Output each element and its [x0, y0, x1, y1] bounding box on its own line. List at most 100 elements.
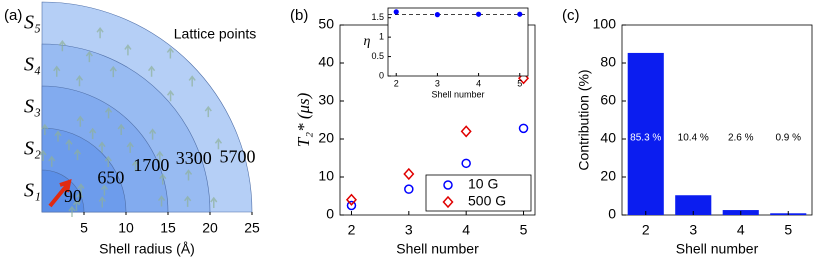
x-tick-label: 20 — [202, 220, 218, 236]
value-label: 85.3 % — [630, 133, 661, 144]
y-tick-label: 40 — [600, 130, 616, 146]
lattice-arrow — [75, 75, 84, 87]
shell-label: S₂ — [24, 138, 41, 160]
lattice-arrow — [96, 26, 104, 39]
x-tick-label: 15 — [160, 220, 176, 236]
shell-label: S₃ — [24, 96, 41, 118]
panel-label: (c) — [562, 7, 580, 24]
bar — [627, 52, 664, 216]
x-tick-label: 3 — [405, 222, 413, 238]
lattice-arrow — [72, 199, 81, 211]
lattice-arrow — [98, 141, 106, 153]
lattice-arrow — [39, 149, 47, 162]
inset-point — [393, 9, 399, 15]
inset-y-axis-label: η — [364, 34, 371, 49]
inset-y-tick-label: 0 — [379, 70, 384, 80]
inset-x-axis-label: Shell number — [431, 89, 484, 99]
lattice-arrow — [184, 195, 192, 207]
point — [403, 167, 415, 181]
lattice-arrow — [159, 173, 167, 185]
lattice-arrow — [126, 141, 134, 153]
inset-x-tick-label: 4 — [476, 78, 481, 88]
shell-label: S₁ — [24, 180, 41, 202]
legend-box — [425, 174, 532, 212]
lattice-arrow — [104, 107, 113, 119]
y-tick-label: 30 — [318, 92, 334, 108]
y-tick-label: 0 — [326, 206, 334, 222]
shell-label: S₄ — [24, 54, 41, 76]
inset-y-tick-label: 1.5 — [371, 12, 384, 22]
x-tick-label: 4 — [462, 222, 470, 238]
inset-x-tick-label: 5 — [517, 78, 522, 88]
lattice-count: 3300 — [176, 148, 212, 168]
point — [518, 72, 530, 85]
lattice-arrow — [65, 138, 73, 151]
y-tick-label: 20 — [600, 168, 616, 184]
legend-marker — [443, 180, 453, 190]
lattice-arrow — [166, 89, 175, 102]
lattice-arrow — [41, 123, 49, 136]
x-axis-label: Shell number — [676, 241, 759, 257]
lattice-arrow — [68, 205, 76, 217]
panel-label: (b) — [290, 7, 308, 24]
y-tick-label: 80 — [600, 54, 616, 70]
inset-y-tick-label: 1 — [379, 32, 384, 42]
lattice-count: 650 — [97, 168, 124, 188]
x-tick-label: 5 — [80, 220, 88, 236]
spin-arrow — [48, 179, 72, 208]
legend-label: 10 G — [468, 176, 498, 192]
x-tick-label: 5 — [520, 222, 528, 238]
legend-label: 500 G — [468, 193, 506, 209]
x-axis-label: Shell radius (Å) — [99, 241, 195, 257]
y-tick-label: 40 — [318, 54, 334, 70]
lattice-arrow — [53, 65, 61, 77]
lattice-arrow — [148, 128, 157, 140]
lattice-arrow — [75, 192, 84, 204]
inset-point — [475, 11, 482, 17]
lattice-arrow — [124, 44, 132, 56]
lattice-arrow — [117, 123, 125, 135]
lattice-arrow — [54, 130, 62, 142]
lattice-arrow — [100, 184, 109, 196]
lattice-arrow — [109, 65, 117, 78]
value-label: 10.4 % — [678, 133, 709, 144]
x-tick-label: 10 — [118, 220, 134, 236]
lattice-arrow — [85, 50, 93, 63]
lattice-arrow — [157, 195, 166, 207]
y-tick-label: 10 — [318, 168, 334, 184]
shell-label: S₅ — [24, 12, 41, 34]
x-tick-label: 5 — [784, 222, 792, 238]
legend-marker — [442, 195, 454, 209]
lattice-arrow — [210, 196, 218, 208]
inset-y-tick-label: 0.5 — [371, 51, 384, 61]
x-axis-label: Shell number — [396, 241, 479, 257]
y-tick-label: 100 — [593, 16, 617, 32]
lattice-arrow — [98, 196, 106, 208]
lattice-arrow — [77, 183, 85, 195]
value-label: 0.9 % — [775, 133, 801, 144]
panel-label: (a) — [4, 7, 22, 24]
x-tick-label: 2 — [642, 222, 650, 238]
y-tick-label: 50 — [318, 16, 334, 32]
x-tick-label: 3 — [689, 222, 697, 238]
value-label: 2.6 % — [728, 133, 754, 144]
point — [461, 158, 471, 169]
x-tick-label: 25 — [244, 220, 260, 236]
bar — [675, 195, 712, 215]
lattice-arrow — [214, 138, 223, 150]
lattice-arrow — [204, 105, 212, 118]
y-tick-label: 20 — [318, 130, 334, 146]
lattice-count: 5700 — [219, 146, 255, 166]
lattice-arrow — [156, 150, 164, 163]
lattice-arrow — [188, 75, 196, 87]
point — [460, 125, 472, 138]
lattice-arrow — [184, 169, 193, 181]
inset-point — [517, 11, 523, 17]
annotation: Lattice points — [174, 26, 257, 42]
lattice-arrow — [58, 39, 66, 52]
point — [345, 193, 357, 206]
y-tick-label: 60 — [600, 92, 616, 108]
x-tick-label: 2 — [348, 222, 356, 238]
lattice-arrow — [131, 160, 140, 172]
lattice-arrow — [76, 115, 84, 127]
